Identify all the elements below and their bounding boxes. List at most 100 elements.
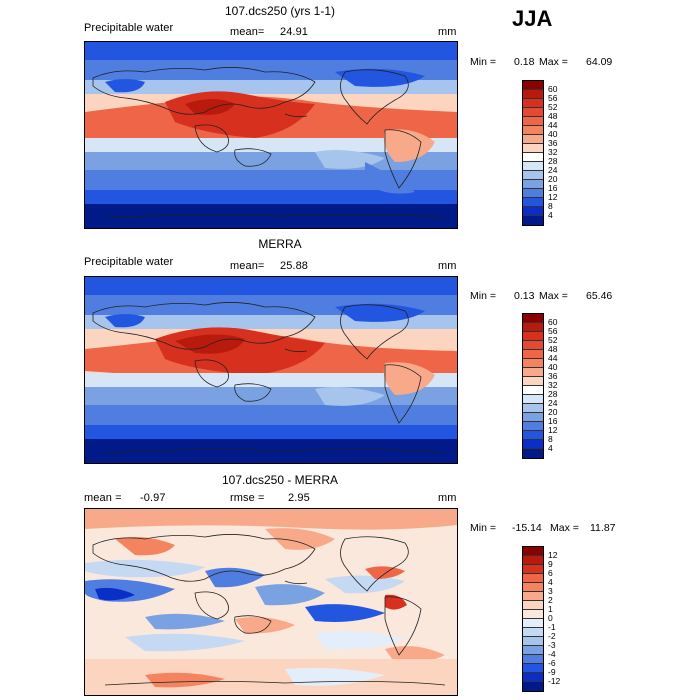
panel3-min-value: -15.14 — [512, 522, 542, 534]
colorbar-segment — [523, 189, 543, 198]
colorbar-segment — [523, 655, 543, 664]
colorbar-segment — [523, 628, 543, 637]
colorbar-segment — [523, 574, 543, 583]
colorbar-segment — [523, 350, 543, 359]
colorbar-tick-label: 24 — [548, 164, 558, 175]
colorbar-tick-label: 20 — [548, 406, 558, 417]
colorbar-tick-label: 8 — [548, 200, 553, 211]
panel1-map-field — [85, 42, 457, 228]
colorbar-segment — [523, 565, 543, 574]
colorbar-segment — [523, 81, 543, 90]
panel2-units: mm — [438, 260, 457, 272]
colorbar-segment — [523, 377, 543, 386]
panel2-max-value: 65.46 — [586, 290, 613, 302]
colorbar-segment — [523, 646, 543, 655]
colorbar-tick-label: 32 — [548, 146, 558, 157]
colorbar-tick-label: 8 — [548, 433, 553, 444]
colorbar-tick-label: 20 — [548, 173, 558, 184]
panel3-map-field — [85, 509, 457, 695]
panel2-min-label: Min = — [470, 290, 496, 302]
panel2-mean-label: mean= — [230, 260, 265, 272]
panel3-min-label: Min = — [470, 522, 496, 534]
colorbar-tick-label: 6 — [548, 567, 553, 578]
panel3-title: 107.dcs250 - MERRA — [221, 473, 339, 487]
colorbar-tick-label: 56 — [548, 325, 558, 336]
panel1-mean-value: 24.91 — [280, 26, 309, 38]
colorbar-segment — [523, 207, 543, 216]
colorbar-segment — [523, 440, 543, 449]
colorbar-tick-label: 16 — [548, 182, 558, 193]
colorbar-tick-label: -1 — [548, 621, 556, 632]
colorbar-segment — [523, 108, 543, 117]
colorbar-tick-label: 12 — [548, 191, 558, 202]
panel1-colorbar — [522, 80, 544, 226]
panel1-colorbar-labels: 60 56 52 48 44 40 36 32 28 24 20 16 12 8 4 — [548, 80, 578, 224]
colorbar-tick-label: 9 — [548, 558, 553, 569]
colorbar-tick-label: 52 — [548, 334, 558, 345]
panel2-max-label: Max = — [539, 290, 568, 302]
colorbar-segment — [523, 637, 543, 646]
panel1-title: 107.dcs250 (yrs 1-1) — [224, 4, 336, 18]
colorbar-segment — [523, 449, 543, 458]
colorbar-tick-label: 56 — [548, 92, 558, 103]
colorbar-tick-label: 48 — [548, 110, 558, 121]
colorbar-tick-label: 1 — [548, 603, 553, 614]
colorbar-tick-label: 40 — [548, 361, 558, 372]
colorbar-tick-label: 36 — [548, 370, 558, 381]
colorbar-tick-label: 44 — [548, 119, 558, 130]
colorbar-segment — [523, 556, 543, 565]
colorbar-tick-label: 48 — [548, 343, 558, 354]
panel3-mean-label: mean = — [84, 492, 122, 504]
colorbar-segment — [523, 99, 543, 108]
panel1-units: mm — [438, 26, 457, 38]
colorbar-segment — [523, 180, 543, 189]
panel1-max-label: Max = — [539, 56, 568, 68]
colorbar-tick-label: 12 — [548, 424, 558, 435]
colorbar-segment — [523, 395, 543, 404]
colorbar-segment — [523, 144, 543, 153]
colorbar-segment — [523, 368, 543, 377]
colorbar-segment — [523, 431, 543, 440]
colorbar-tick-label: -12 — [548, 675, 561, 686]
colorbar-segment — [523, 323, 543, 332]
colorbar-segment — [523, 404, 543, 413]
colorbar-segment — [523, 422, 543, 431]
colorbar-segment — [523, 341, 543, 350]
panel3-rmse-value: 2.95 — [288, 492, 310, 504]
colorbar-segment — [523, 198, 543, 207]
colorbar-tick-label: 12 — [548, 549, 558, 560]
colorbar-segment — [523, 135, 543, 144]
colorbar-segment — [523, 664, 543, 673]
panel3-max-label: Max = — [550, 522, 579, 534]
panel2-map-field — [85, 277, 457, 463]
colorbar-segment — [523, 386, 543, 395]
colorbar-segment — [523, 153, 543, 162]
colorbar-segment — [523, 359, 543, 368]
panel3-colorbar — [522, 546, 544, 692]
panel2-title: MERRA — [258, 237, 302, 251]
colorbar-tick-label: 0 — [548, 612, 553, 623]
colorbar-tick-label: 16 — [548, 415, 558, 426]
colorbar-tick-label: -6 — [548, 657, 556, 668]
colorbar-segment — [523, 592, 543, 601]
panel1-map — [84, 41, 458, 229]
colorbar-segment — [523, 619, 543, 628]
colorbar-tick-label: -4 — [548, 648, 556, 659]
colorbar-tick-label: 28 — [548, 155, 558, 166]
panel2-map — [84, 276, 458, 464]
panel2-mean-value: 25.88 — [280, 260, 309, 272]
colorbar-segment — [523, 547, 543, 556]
panel2-variable-label: Precipitable water — [84, 256, 174, 268]
panel2-colorbar-labels: 60 56 52 48 44 40 36 32 28 24 20 16 12 8 4 — [548, 313, 578, 457]
panel3-colorbar-labels: 12 9 6 4 3 2 1 0 -1 -2 -3 -4 -6 -9 -12 — [548, 546, 578, 690]
colorbar-segment — [523, 673, 543, 682]
panel1-min-value: 0.18 — [514, 56, 535, 68]
colorbar-tick-label: 40 — [548, 128, 558, 139]
colorbar-segment — [523, 332, 543, 341]
colorbar-tick-label: 2 — [548, 594, 553, 605]
panel1-max-value: 64.09 — [586, 56, 613, 68]
colorbar-tick-label: 44 — [548, 352, 558, 363]
colorbar-tick-label: 60 — [548, 83, 558, 94]
colorbar-tick-label: 3 — [548, 585, 553, 596]
colorbar-tick-label: 24 — [548, 397, 558, 408]
